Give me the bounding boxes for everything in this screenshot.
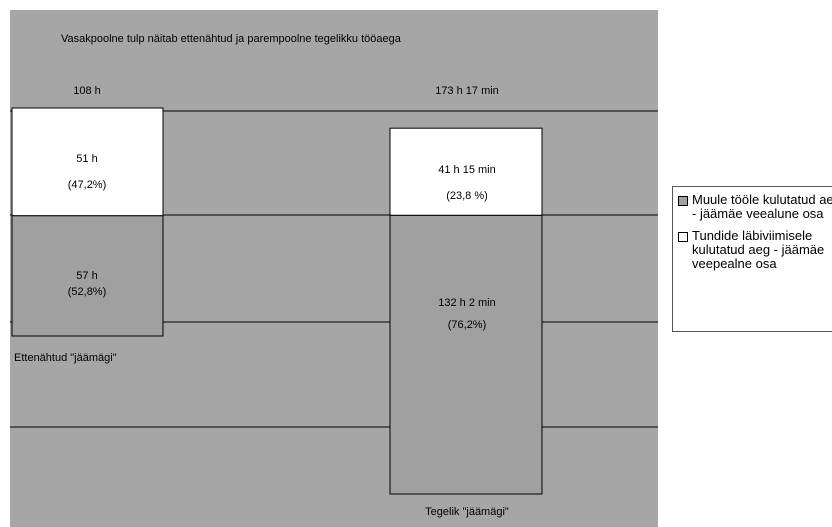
data-label-planned-bottom-hours: 57 h [76,270,98,282]
data-label-planned-top-hours: 51 h [76,153,98,165]
bar-planned-above-water [11,107,164,217]
total-label-actual: 173 h 17 min [435,85,499,97]
category-label-planned: Ettenähtud "jäämägi" [14,352,117,364]
bar-actual-under-water [389,214,543,495]
legend: Muule tööle kulutatud aeg - jäämäe veeal… [672,186,832,332]
bar-planned-under-water [11,215,164,337]
legend-label-above-water: Tundide läbiviimisele kulutatud aeg - jä… [692,228,825,271]
legend-swatch-under-water [678,196,688,206]
data-label-actual-top-hours: 41 h 15 min [438,164,496,176]
data-label-planned-bottom-percent: (52,8%) [67,286,107,298]
total-label-planned: 108 h [73,85,101,97]
legend-label-under-water: Muule tööle kulutatud aeg - jäämäe veeal… [692,192,832,221]
data-label-actual-bottom-hours: 132 h 2 min [438,297,496,309]
legend-item-above-water: Tundide läbiviimisele kulutatud aeg - jä… [678,229,832,271]
data-label-planned-top-percent: (47,2%) [67,179,107,191]
bar-actual-above-water [389,127,543,216]
legend-swatch-above-water [678,232,688,242]
bars [11,107,543,495]
legend-item-under-water: Muule tööle kulutatud aeg - jäämäe veeal… [678,193,832,221]
chart-title: Vasakpoolne tulp näitab ettenähtud ja pa… [61,33,401,45]
data-label-actual-bottom-percent: (76,2%) [447,319,487,331]
data-label-actual-top-percent: (23,8 %) [446,190,488,202]
category-label-actual: Tegelik "jäämägi" [425,506,509,518]
